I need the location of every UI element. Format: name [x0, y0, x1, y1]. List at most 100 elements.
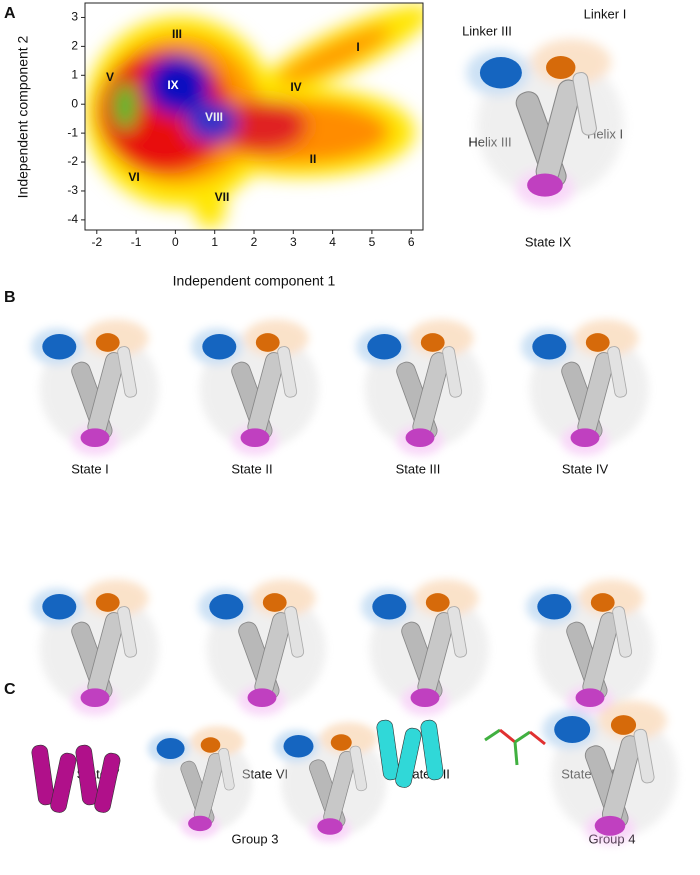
helix-end — [80, 428, 110, 448]
linker-i — [255, 333, 280, 352]
state-label: State IX — [525, 234, 572, 249]
helix — [376, 719, 400, 781]
linker-iii — [42, 594, 77, 620]
linker-iii — [554, 716, 591, 743]
x-tick-label: 2 — [251, 235, 258, 249]
x-tick-label: 6 — [408, 235, 415, 249]
helix — [633, 728, 655, 784]
helix-end — [570, 428, 600, 448]
x-tick-label: 0 — [172, 235, 179, 249]
helix-end — [594, 815, 626, 836]
linker-i — [590, 593, 615, 612]
ligand-bond — [529, 730, 546, 746]
ligand-bond — [513, 741, 519, 766]
linker-iii — [283, 735, 314, 758]
ligand-bond — [499, 728, 516, 744]
linker-iii — [372, 594, 407, 620]
state-label: State IV — [562, 461, 609, 476]
x-tick-label: 3 — [290, 235, 297, 249]
panel-label: B — [4, 289, 16, 306]
helix — [94, 752, 121, 813]
linker-i — [330, 734, 352, 751]
helix — [572, 71, 597, 136]
helix-end — [188, 815, 212, 832]
helix-bundle — [31, 744, 121, 813]
y-tick-label: 3 — [71, 10, 78, 24]
helix — [395, 727, 422, 788]
helix — [277, 346, 298, 398]
helix-end — [527, 173, 563, 197]
protein-structure — [273, 722, 387, 843]
state-label: State II — [231, 461, 272, 476]
x-tick-label: 5 — [369, 235, 376, 249]
linker-i — [262, 593, 287, 612]
linker-i — [610, 715, 637, 735]
protein-structure — [521, 319, 649, 456]
ligand-bond — [514, 730, 531, 744]
helix-end — [575, 688, 605, 708]
protein-structure — [191, 319, 319, 456]
linker-i — [95, 333, 120, 352]
helix — [607, 346, 628, 398]
helix-end — [247, 688, 277, 708]
state-label: State I — [71, 461, 109, 476]
protein-structure — [526, 579, 654, 716]
linker-iii — [42, 334, 77, 360]
x-tick-label: -2 — [91, 235, 102, 249]
helix-end — [240, 428, 270, 448]
helix-end — [317, 818, 343, 835]
structure-label: Linker III — [462, 23, 512, 38]
region-label: VI — [128, 170, 139, 184]
linker-iii — [209, 594, 244, 620]
region-label: VIII — [205, 110, 223, 124]
linker-iii — [537, 594, 572, 620]
state-label: State VI — [242, 766, 288, 781]
helix — [420, 719, 444, 781]
region-label: III — [172, 27, 182, 41]
helix-end — [405, 428, 435, 448]
protein-structure — [466, 39, 624, 208]
region-label: I — [356, 40, 359, 54]
linker-iii — [479, 57, 522, 89]
helix — [50, 752, 77, 813]
helix — [117, 346, 138, 398]
protein-structure — [361, 579, 489, 716]
helix — [75, 744, 99, 806]
protein-structure — [356, 319, 484, 456]
y-tick-label: 1 — [71, 67, 78, 81]
protein-structure — [31, 319, 159, 456]
helix — [31, 744, 55, 806]
ligand — [484, 728, 546, 766]
structure-label: Linker I — [584, 6, 627, 21]
ligand-bond — [484, 728, 501, 742]
protein-structure — [147, 726, 253, 839]
linker-iii — [156, 738, 185, 759]
panel-label: A — [4, 5, 16, 22]
region-label: IV — [290, 80, 301, 94]
helix — [218, 747, 235, 791]
x-tick-label: -1 — [131, 235, 142, 249]
helix-bundle — [376, 719, 444, 788]
x-tick-label: 1 — [211, 235, 218, 249]
helix-end — [80, 688, 110, 708]
linker-iii — [202, 334, 237, 360]
linker-iii — [367, 334, 402, 360]
y-tick-label: -2 — [67, 154, 78, 168]
x-tick-label: 4 — [329, 235, 336, 249]
y-axis-label: Independent component 2 — [15, 35, 31, 198]
state-label: State III — [396, 461, 441, 476]
linker-iii — [532, 334, 567, 360]
protein-structure — [542, 700, 678, 845]
panel-label: C — [4, 681, 16, 698]
helix — [442, 346, 463, 398]
density-map — [85, 5, 423, 229]
linker-i — [420, 333, 445, 352]
region-label: V — [106, 70, 114, 84]
linker-i — [425, 593, 450, 612]
y-tick-label: -4 — [67, 212, 78, 226]
protein-structure — [31, 579, 159, 716]
y-tick-label: -1 — [67, 125, 78, 139]
helix-end — [410, 688, 440, 708]
y-tick-label: 2 — [71, 39, 78, 53]
